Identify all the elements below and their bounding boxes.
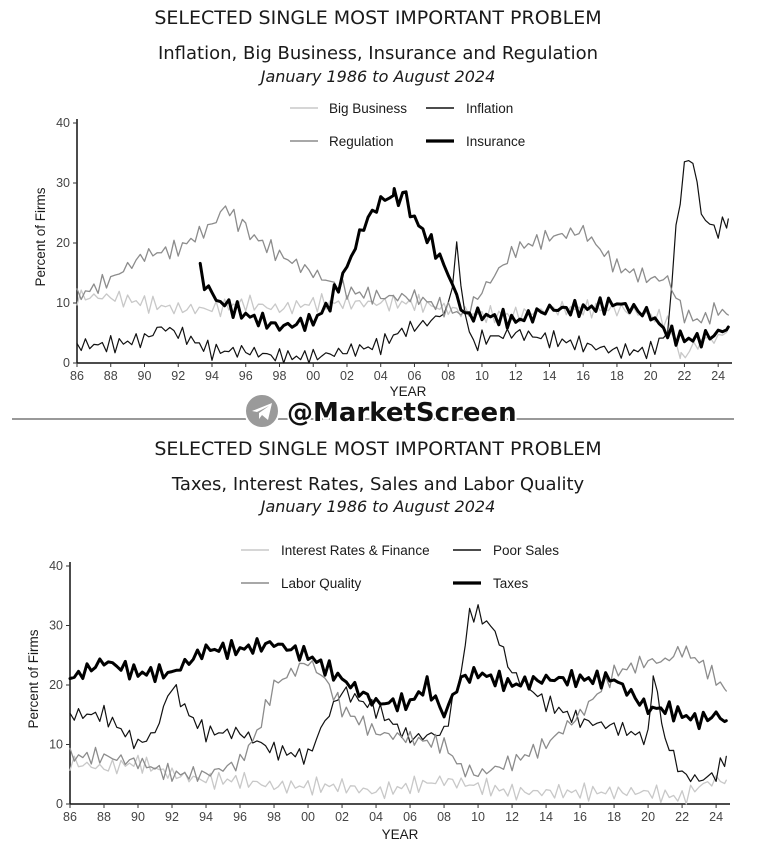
- bottom-x-tick-label: 24: [709, 810, 723, 824]
- bottom-x-tick-label: 90: [131, 810, 145, 824]
- top-chart-subtitle: Inflation, Big Business, Insurance and R…: [158, 43, 598, 64]
- bottom-x-tick-label: 08: [437, 810, 451, 824]
- bottom-x-tick-label: 92: [165, 810, 179, 824]
- bottom-x-tick-label: 88: [97, 810, 111, 824]
- top-series-inflation: [76, 160, 729, 364]
- top-x-tick-label: 94: [205, 369, 219, 383]
- bottom-x-tick-label: 14: [539, 810, 553, 824]
- bottom-x-tick-label: 18: [607, 810, 621, 824]
- top-y-tick-label: 10: [56, 296, 70, 310]
- bottom-x-tick-label: 20: [641, 810, 655, 824]
- legend-label-poor-sales: Poor Sales: [493, 543, 559, 558]
- bottom-chart-plot: 0 10 20 30 40 86 88 90 92 94 96 98 00 02 04 06 08 10 12 14 1…: [49, 559, 730, 824]
- bottom-chart-ylabel: Percent of Firms: [26, 629, 41, 728]
- legend-label-taxes: Taxes: [493, 576, 529, 591]
- bottom-y-tick-label: 20: [49, 678, 63, 692]
- top-x-tick-label: 18: [610, 369, 624, 383]
- top-x-tick-label: 10: [475, 369, 489, 383]
- top-x-tick-label: 06: [408, 369, 422, 383]
- legend-label-interest-rates: Interest Rates & Finance: [281, 543, 430, 558]
- legend-label-inflation: Inflation: [466, 101, 513, 116]
- top-y-tick-label: 30: [56, 176, 70, 190]
- top-x-tick-label: 02: [340, 369, 354, 383]
- bottom-x-tick-label: 02: [335, 810, 349, 824]
- legend-label-labor-quality: Labor Quality: [281, 576, 362, 591]
- bottom-x-tick-label: 12: [505, 810, 519, 824]
- bottom-x-tick-label: 96: [233, 810, 247, 824]
- top-chart-xlabel: YEAR: [390, 384, 427, 399]
- bottom-y-tick-label: 30: [49, 619, 63, 633]
- bottom-x-tick-label: 22: [675, 810, 689, 824]
- bottom-y-tick-label: 40: [49, 559, 63, 573]
- watermark-text: @MarketScreen: [287, 398, 517, 428]
- bottom-chart-title: SELECTED SINGLE MOST IMPORTANT PROBLEM: [154, 438, 601, 460]
- top-x-tick-label: 20: [644, 369, 658, 383]
- watermark: @MarketScreen: [244, 393, 519, 430]
- top-x-tick-label: 86: [70, 369, 84, 383]
- bottom-chart-date-range: January 1986 to August 2024: [258, 497, 496, 516]
- bottom-x-tick-label: 86: [63, 810, 77, 824]
- bottom-x-tick-label: 94: [199, 810, 213, 824]
- top-x-tick-label: 22: [677, 369, 691, 383]
- top-series-insurance: [198, 187, 730, 349]
- bottom-x-tick-label: 10: [471, 810, 485, 824]
- bottom-series-labor-quality: [69, 645, 727, 782]
- top-y-tick-label: 20: [56, 236, 70, 250]
- top-y-tick-label: 40: [56, 116, 70, 130]
- top-x-tick-label: 90: [138, 369, 152, 383]
- bottom-series-taxes: [68, 637, 728, 731]
- bottom-chart-subtitle: Taxes, Interest Rates, Sales and Labor Q…: [171, 474, 585, 495]
- top-legend: Big Business Inflation Regulation Insura…: [290, 101, 525, 149]
- top-x-tick-label: 00: [306, 369, 320, 383]
- top-x-tick-label: 12: [509, 369, 523, 383]
- bottom-x-tick-label: 98: [267, 810, 281, 824]
- top-chart-title: SELECTED SINGLE MOST IMPORTANT PROBLEM: [154, 7, 601, 29]
- bottom-y-tick-label: 0: [56, 797, 63, 811]
- legend-label-big-business: Big Business: [329, 101, 407, 116]
- top-chart-ylabel: Percent of Firms: [33, 187, 48, 286]
- bottom-chart-xlabel: YEAR: [382, 827, 419, 842]
- bottom-y-tick-label: 10: [49, 738, 63, 752]
- top-chart-date-range: January 1986 to August 2024: [258, 67, 496, 86]
- top-y-tick-label: 0: [63, 356, 70, 370]
- top-x-tick-label: 16: [576, 369, 590, 383]
- bottom-x-tick-label: 04: [369, 810, 383, 824]
- top-x-tick-label: 98: [273, 369, 287, 383]
- top-chart-plot: 0 10 20 30 40 86 88 90 92 94 96 98 00 02 04 06 08 10 12 14 1…: [56, 116, 732, 383]
- top-series-big-business: [76, 289, 729, 360]
- top-x-tick-label: 24: [711, 369, 725, 383]
- bottom-legend: Interest Rates & Finance Poor Sales Labo…: [241, 543, 559, 591]
- top-x-tick-label: 92: [171, 369, 185, 383]
- bottom-x-tick-label: 00: [301, 810, 315, 824]
- legend-label-insurance: Insurance: [466, 134, 525, 149]
- top-x-tick-label: 08: [441, 369, 455, 383]
- telegram-plane-glyph: [252, 403, 272, 420]
- top-series-regulation: [76, 205, 729, 325]
- bottom-x-tick-label: 06: [403, 810, 417, 824]
- top-x-tick-label: 96: [239, 369, 253, 383]
- top-x-tick-label: 04: [374, 369, 388, 383]
- legend-label-regulation: Regulation: [329, 134, 394, 149]
- bottom-x-tick-label: 16: [573, 810, 587, 824]
- top-x-tick-label: 88: [104, 369, 118, 383]
- top-x-tick-label: 14: [543, 369, 557, 383]
- bottom-series-interest-rates-finance: [69, 754, 727, 805]
